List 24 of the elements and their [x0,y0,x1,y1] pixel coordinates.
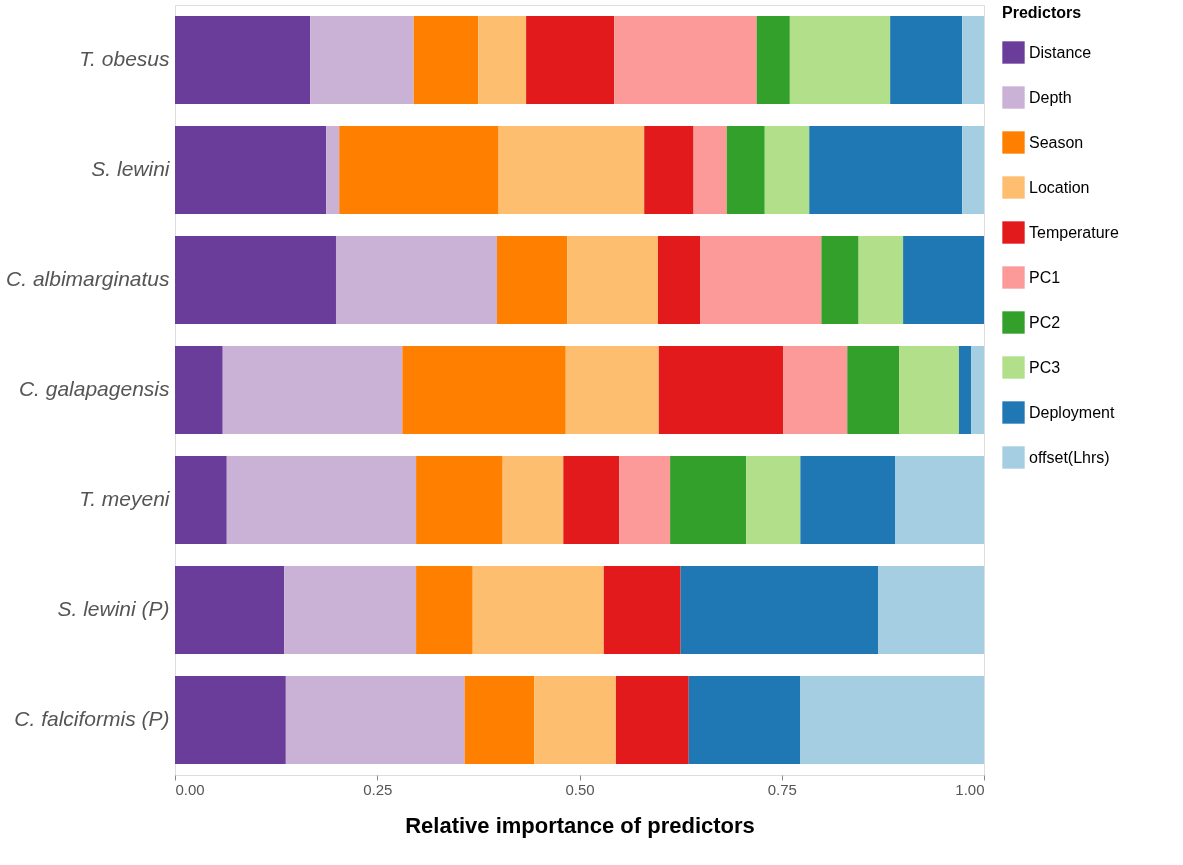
legend-label: PC3 [1029,358,1061,376]
y-tick-label: C. falciformis (P) [14,707,170,730]
y-tick-label: S. lewini [91,157,171,180]
y-tick-label: T. meyeni [79,487,171,510]
legend-title: Predictors [1002,4,1082,21]
x-tick-label: 0.50 [565,780,595,798]
legend-label: Location [1029,178,1090,196]
x-tick-label: 1.00 [955,780,985,798]
y-tick-label: T. obesus [79,47,170,70]
legend-label: offset(Lhrs) [1029,448,1110,466]
x-axis-title: Relative importance of predictors [405,812,755,838]
x-tick-label: 0.00 [175,780,205,798]
x-tick-label: 0.75 [767,780,797,798]
legend-label: Season [1029,133,1084,151]
legend-label: Temperature [1029,223,1119,241]
y-tick-label: C. galapagensis [18,377,170,400]
x-tick-label: 0.25 [363,780,393,798]
legend-label: PC2 [1029,313,1061,331]
y-tick-label: S. lewini (P) [57,597,170,620]
legend-label: Distance [1029,43,1092,61]
legend-label: PC1 [1029,268,1061,286]
y-tick-label: C. albimarginatus [6,267,170,290]
legend-label: Depth [1029,88,1072,106]
legend-label: Deployment [1029,403,1115,421]
